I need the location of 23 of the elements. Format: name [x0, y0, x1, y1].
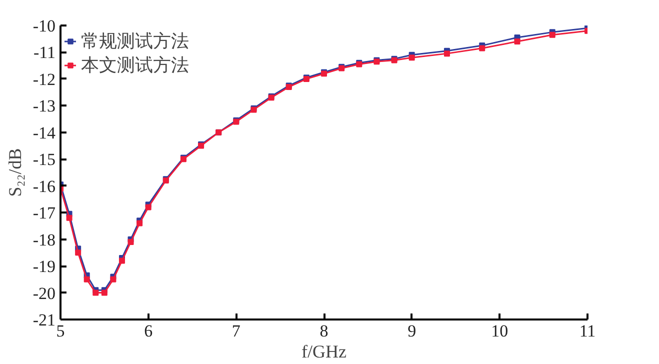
x-tick-label: 5 — [56, 322, 65, 340]
y-tick-label: -18 — [32, 230, 56, 250]
y-axis-title: S₂₂/dB — [4, 148, 25, 197]
y-tick-label: -12 — [32, 70, 56, 89]
x-tick-label: 10 — [491, 322, 508, 340]
y-tick-label: -15 — [32, 150, 56, 170]
y-tick-label: -20 — [32, 284, 56, 303]
y-tick-label: -21 — [32, 310, 56, 330]
x-tick-label: 7 — [232, 322, 241, 340]
y-tick-label: -19 — [32, 257, 56, 276]
y-tick-label: -11 — [33, 43, 56, 62]
legend-label: 本文测试方法 — [81, 54, 189, 77]
x-tick-label: 8 — [320, 322, 328, 340]
y-tick-label: -16 — [32, 176, 56, 196]
x-tick-label: 11 — [579, 322, 596, 340]
y-tick-label: -17 — [32, 204, 56, 223]
y-tick-label: -13 — [32, 96, 56, 116]
x-tick-label: 6 — [144, 322, 153, 340]
x-tick-label: 9 — [408, 322, 416, 340]
y-tick-label: -14 — [32, 123, 56, 142]
y-tick-label: -10 — [32, 16, 56, 36]
legend-label: 常规测试方法 — [81, 30, 189, 53]
x-axis-title: f/GHz — [302, 342, 346, 362]
